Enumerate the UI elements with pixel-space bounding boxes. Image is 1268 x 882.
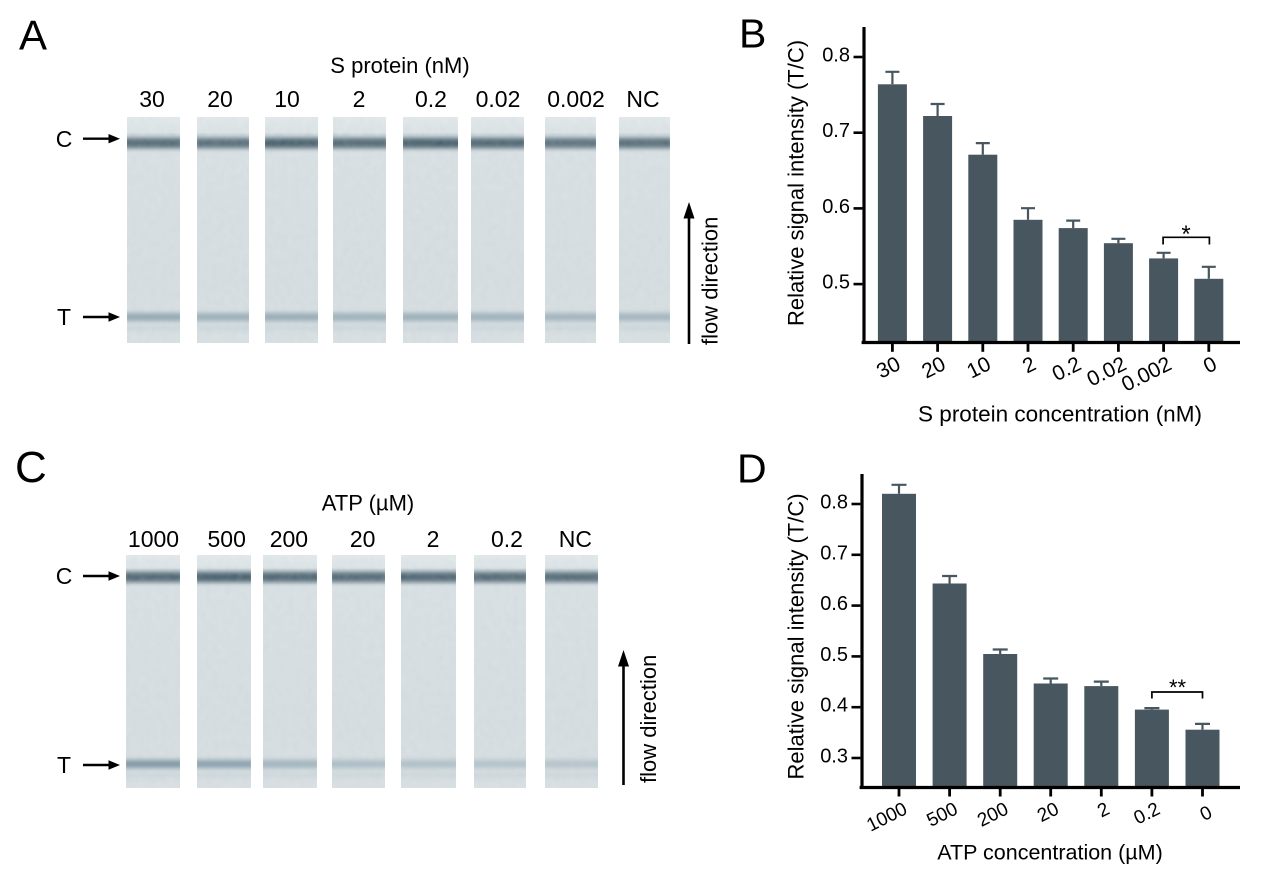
svg-text:2: 2 [427, 526, 440, 552]
svg-text:NC: NC [626, 86, 659, 112]
svg-text:20: 20 [918, 352, 949, 383]
svg-text:0.8: 0.8 [822, 45, 850, 67]
svg-text:A: A [19, 12, 47, 59]
svg-text:1000: 1000 [864, 799, 911, 837]
svg-text:ATP (µM): ATP (µM) [322, 491, 415, 516]
svg-text:*: * [1181, 221, 1190, 248]
svg-text:Relative signal intensity (T/C: Relative signal intensity (T/C) [784, 40, 809, 326]
svg-text:D: D [737, 446, 767, 492]
svg-text:0.5: 0.5 [822, 272, 850, 294]
svg-text:0.8: 0.8 [820, 492, 848, 514]
svg-text:0.02: 0.02 [476, 86, 521, 112]
svg-text:S protein concentration (nM): S protein concentration (nM) [918, 402, 1202, 427]
svg-text:200: 200 [974, 799, 1012, 832]
svg-text:C: C [56, 126, 73, 152]
svg-text:500: 500 [924, 799, 962, 832]
svg-text:2: 2 [1094, 799, 1113, 823]
svg-text:0.5: 0.5 [820, 644, 848, 666]
svg-text:0.2: 0.2 [491, 526, 523, 552]
svg-text:T: T [57, 304, 71, 330]
svg-text:ATP concentration (µM): ATP concentration (µM) [937, 841, 1162, 865]
svg-text:B: B [739, 11, 766, 57]
svg-text:0.2: 0.2 [415, 86, 447, 112]
svg-text:200: 200 [270, 526, 308, 552]
svg-text:**: ** [1169, 675, 1187, 700]
svg-text:1000: 1000 [128, 526, 179, 552]
svg-text:C: C [56, 563, 73, 589]
svg-text:0.7: 0.7 [822, 120, 850, 142]
svg-text:0.7: 0.7 [820, 542, 848, 564]
svg-text:C: C [15, 443, 47, 492]
svg-text:10: 10 [963, 352, 994, 383]
svg-text:2: 2 [353, 86, 366, 112]
svg-text:30: 30 [873, 352, 904, 383]
svg-text:0.2: 0.2 [1131, 799, 1164, 830]
svg-text:0.3: 0.3 [820, 746, 848, 768]
svg-text:S protein (nM): S protein (nM) [330, 53, 469, 78]
svg-text:10: 10 [274, 86, 300, 112]
svg-text:0.6: 0.6 [820, 593, 848, 615]
svg-text:0.4: 0.4 [820, 695, 848, 717]
svg-text:20: 20 [1034, 799, 1062, 827]
svg-text:0.002: 0.002 [547, 86, 605, 112]
svg-text:500: 500 [208, 526, 246, 552]
svg-text:0: 0 [1200, 352, 1221, 378]
svg-text:30: 30 [139, 86, 165, 112]
svg-text:T: T [57, 752, 71, 778]
svg-text:20: 20 [350, 526, 376, 552]
svg-text:flow direction: flow direction [698, 217, 723, 345]
svg-text:0.2: 0.2 [1049, 352, 1085, 386]
svg-text:0: 0 [1197, 802, 1216, 826]
svg-text:20: 20 [207, 86, 233, 112]
svg-text:Relative signal intensity (T/C: Relative signal intensity (T/C) [784, 493, 809, 779]
svg-text:2: 2 [1019, 352, 1040, 378]
svg-text:0.6: 0.6 [822, 196, 850, 218]
svg-text:flow direction: flow direction [636, 655, 661, 783]
svg-text:0.002: 0.002 [1118, 352, 1175, 396]
svg-text:NC: NC [559, 526, 592, 552]
